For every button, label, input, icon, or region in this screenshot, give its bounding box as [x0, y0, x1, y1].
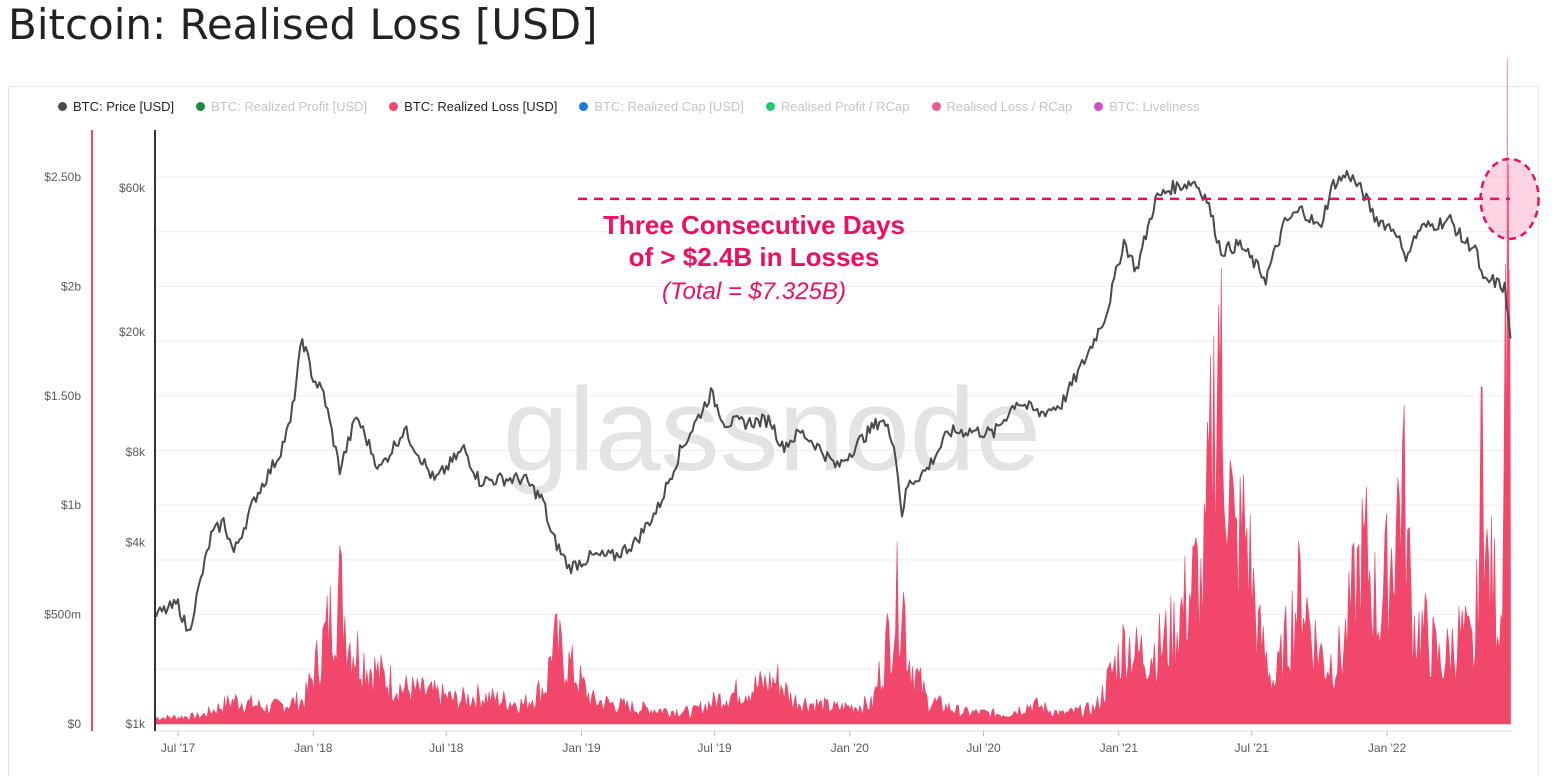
x-axis-ticks: Jul '17 Jan '18 Jul '18 Jan '19 Jul '19 Jan '… [161, 731, 1407, 755]
legend-item-3[interactable]: BTC: Realized Cap [USD] [579, 99, 744, 114]
x-tick-label: Jan '21 [1100, 741, 1139, 755]
legend-label: Realised Loss / RCap [946, 98, 1073, 114]
highlight-ellipse [1479, 157, 1540, 241]
annotation-line-2: of > $2.4B in Losses [629, 242, 880, 272]
legend-item-0[interactable]: BTC: Price [USD] [58, 99, 174, 114]
legend-dot-icon [765, 101, 775, 111]
page-title: Bitcoin: Realised Loss [USD] [8, 0, 598, 49]
legend-label: BTC: Realized Profit [USD] [211, 98, 368, 114]
axes [91, 130, 1512, 732]
x-tick-label: Jul '21 [1235, 741, 1270, 755]
left-tick-label: $2.50b [44, 170, 81, 184]
left-tick-label: $2b [61, 279, 81, 293]
legend-dot-icon [1094, 101, 1104, 111]
legend-item-4[interactable]: Realised Profit / RCap [765, 98, 910, 114]
right-tick-label: $4k [126, 536, 146, 550]
left-tick-label: $1.50b [44, 389, 81, 403]
chart-legend: BTC: Price [USD] BTC: Realized Profit [US… [58, 96, 1222, 116]
right-axis-ticks: $1k $4k $8k $20k $60k [119, 181, 146, 731]
legend-dot-icon [579, 101, 589, 111]
btc-price-line [155, 170, 1512, 632]
x-tick-label: Jan '18 [294, 741, 333, 755]
legend-item-2[interactable]: BTC: Realized Loss [USD] [389, 99, 557, 114]
right-tick-label: $1k [126, 717, 146, 731]
x-tick-label: Jul '19 [697, 741, 732, 755]
left-tick-label: $0 [68, 717, 82, 731]
annotation-line-1: Three Consecutive Days [603, 210, 905, 240]
right-tick-label: $8k [126, 445, 146, 459]
x-tick-label: Jul '17 [161, 741, 196, 755]
left-tick-label: $500m [44, 608, 81, 622]
legend-label: Realised Profit / RCap [780, 98, 910, 114]
x-tick-label: Jan '22 [1368, 741, 1407, 755]
legend-dot-icon [389, 101, 399, 111]
legend-item-6[interactable]: BTC: Liveliness [1094, 98, 1200, 114]
chart-frame [8, 86, 1539, 776]
right-tick-label: $20k [119, 325, 146, 339]
legend-label: BTC: Liveliness [1109, 98, 1200, 114]
left-axis-ticks: $0 $500m $1b $1.50b $2b $2.50b [44, 170, 81, 731]
realized-loss-area-series [155, 59, 1511, 725]
legend-label: BTC: Realized Loss [USD] [404, 98, 558, 114]
annotation-group: Three Consecutive Days of > $2.4B in Los… [578, 157, 1540, 305]
legend-label: BTC: Realized Cap [USD] [594, 98, 744, 114]
x-tick-label: Jul '20 [966, 741, 1001, 755]
realized-loss-area [155, 59, 1511, 725]
legend-dot-icon [196, 101, 206, 111]
x-tick-label: Jul '18 [429, 741, 464, 755]
x-tick-label: Jan '20 [831, 741, 870, 755]
left-tick-label: $1b [61, 498, 81, 512]
right-tick-label: $60k [119, 181, 146, 195]
btc-price-line-series [155, 170, 1512, 632]
x-tick-label: Jan '19 [562, 741, 601, 755]
legend-item-5[interactable]: Realised Loss / RCap [931, 98, 1073, 114]
legend-dot-icon [931, 101, 941, 111]
legend-dot-icon [58, 101, 67, 111]
annotation-line-3: (Total = $7.325B) [662, 278, 846, 305]
legend-item-1[interactable]: BTC: Realized Profit [USD] [196, 99, 367, 114]
legend-label: BTC: Price [USD] [73, 98, 175, 114]
